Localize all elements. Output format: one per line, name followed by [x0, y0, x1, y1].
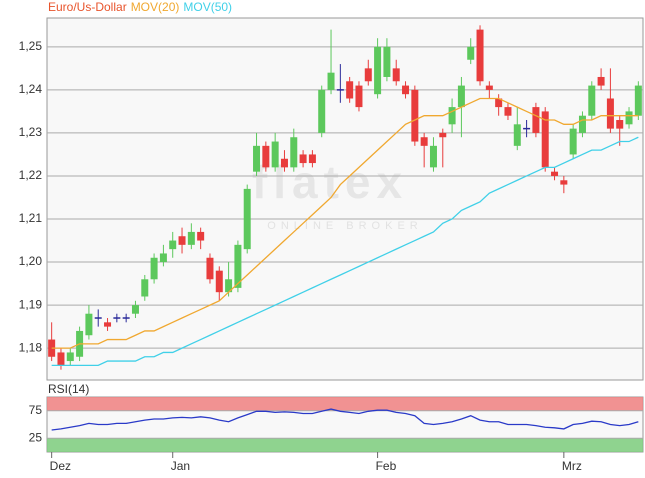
candle-body — [290, 137, 298, 168]
candle-body — [346, 81, 354, 99]
moving-average — [51, 136, 639, 367]
y-tick-label: 1,22 — [19, 168, 43, 182]
rsi-band — [47, 438, 643, 452]
candle-body — [439, 132, 447, 138]
y-tick-label: 1,21 — [19, 211, 43, 225]
candle-body — [374, 46, 382, 95]
candle-body — [625, 111, 633, 125]
candle-body — [411, 89, 419, 142]
candle-body — [150, 257, 158, 280]
x-tick-label: Feb — [376, 459, 397, 473]
y-tick-label: 1,23 — [19, 125, 43, 139]
candle-body — [308, 154, 316, 164]
y-tick-label: 75 — [29, 403, 43, 417]
candle-body — [225, 279, 233, 293]
candle-body — [476, 29, 484, 82]
candle-body — [634, 85, 642, 116]
candle-body — [253, 145, 261, 172]
candle-body — [504, 107, 512, 116]
candle-body — [560, 180, 568, 185]
legend-entry: MOV(50) — [183, 0, 232, 14]
x-tick-label: Mrz — [562, 459, 582, 473]
candle-body — [234, 244, 242, 288]
candle-body — [85, 313, 93, 336]
candle-body — [318, 89, 326, 133]
candle-body — [187, 231, 195, 245]
y-tick-label: 1,19 — [19, 297, 43, 311]
y-tick-label: 1,24 — [19, 82, 43, 96]
candle-body — [588, 85, 596, 116]
candle-body — [448, 107, 456, 125]
candle-body — [131, 305, 139, 314]
rsi-band — [47, 397, 643, 411]
candle-body — [569, 128, 577, 155]
y-tick-label: 1,25 — [19, 39, 43, 53]
candle-body — [169, 240, 177, 250]
candle-body — [402, 85, 410, 95]
rsi-line — [51, 408, 639, 431]
x-tick-label: Jan — [171, 459, 190, 473]
candle-body — [178, 236, 186, 245]
candle-body — [392, 68, 400, 82]
candle-body — [355, 85, 363, 108]
rsi-title: RSI(14) — [48, 382, 89, 396]
y-tick-label: 1,18 — [19, 340, 43, 354]
candle-body — [159, 253, 167, 263]
candle-body — [578, 115, 586, 133]
x-tick-label: Dez — [50, 459, 71, 473]
y-tick-label: 1,20 — [19, 254, 43, 268]
watermark-sub: ONLINE BROKER — [267, 220, 422, 232]
candle-body — [420, 137, 428, 146]
chart-title: Euro/Us-Dollar — [48, 0, 127, 14]
candle-body — [197, 231, 205, 241]
candle-body — [262, 145, 270, 168]
candle-body — [495, 98, 503, 108]
candle-body — [364, 68, 372, 82]
candle-body — [485, 85, 493, 90]
candle-body — [541, 111, 549, 168]
moving-average — [51, 97, 639, 349]
candle-body — [280, 158, 288, 168]
candle-body — [57, 352, 65, 366]
candle-body — [383, 46, 391, 77]
candle-body — [513, 124, 521, 146]
price-plot — [46, 17, 644, 381]
candle-body — [606, 98, 614, 129]
candle-body — [104, 322, 112, 327]
candle-body — [66, 352, 74, 362]
candle-body — [299, 154, 307, 164]
candle-body — [532, 107, 540, 133]
y-tick-label: 25 — [29, 430, 43, 444]
candle-body — [551, 171, 559, 176]
candle-body — [215, 270, 223, 293]
candle-body — [616, 120, 624, 129]
candle-body — [467, 46, 475, 60]
candle-body — [243, 188, 251, 250]
candle-body — [457, 85, 465, 108]
legend-entry: MOV(20) — [131, 0, 180, 14]
candle-body — [206, 257, 214, 280]
candle-body — [429, 145, 437, 168]
candle-body — [271, 141, 279, 168]
candle-body — [327, 72, 335, 90]
candle-body — [597, 76, 605, 86]
candle-body — [141, 279, 149, 297]
